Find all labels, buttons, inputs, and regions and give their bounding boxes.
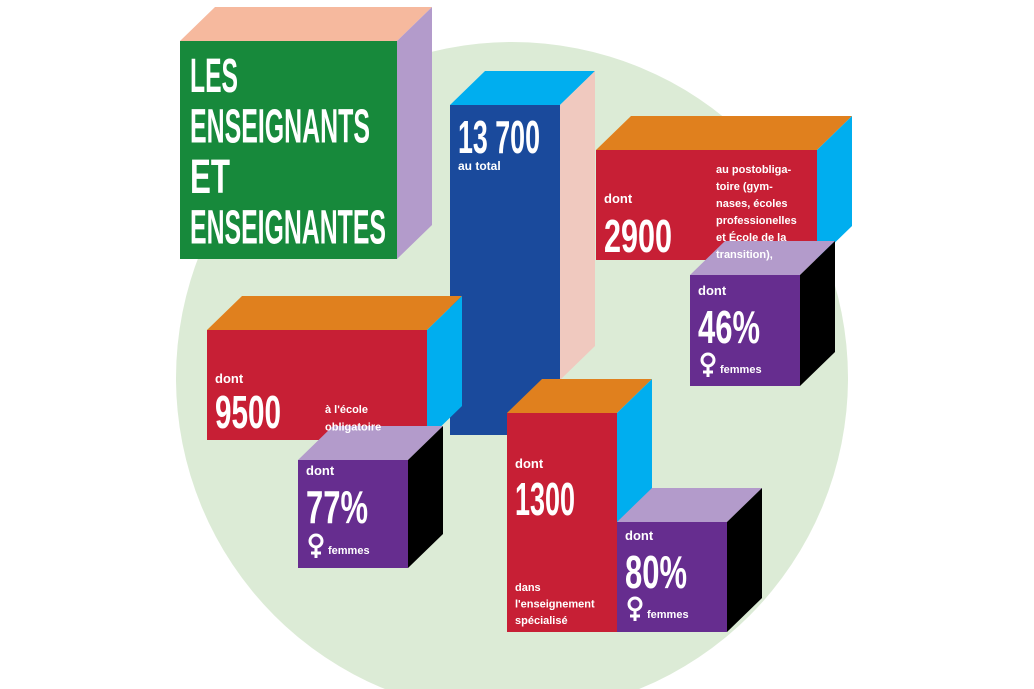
women-prefix: dont [625, 528, 654, 543]
title-line: ENSEIGNANTES [190, 202, 386, 255]
women-share: 80% [625, 546, 687, 598]
total-label: au total [458, 159, 501, 173]
women-80-side [727, 488, 762, 632]
women-label: femmes [720, 364, 762, 376]
group-1300-side [617, 379, 652, 523]
group-description: à l'école [325, 404, 368, 416]
women-77-top [298, 426, 443, 460]
group-description: spécialisé [515, 615, 568, 627]
women-46-side [800, 241, 835, 386]
title-block-front [180, 41, 397, 259]
women-share: 77% [306, 481, 368, 533]
group-description: toire (gym- [716, 181, 773, 193]
group-2900-side [817, 116, 852, 260]
women-label: femmes [328, 545, 370, 557]
group-description: et École de la [716, 231, 787, 244]
group-description: nases, écoles [716, 198, 788, 210]
group-description: l'enseignement [515, 599, 595, 611]
title-block-side [397, 7, 432, 259]
group-prefix: dont [604, 191, 633, 206]
group-1300-top [507, 379, 652, 413]
women-label: femmes [647, 609, 689, 621]
group-9500-front [207, 330, 427, 440]
group-number: 2900 [604, 210, 672, 262]
group-prefix: dont [515, 456, 544, 471]
group-2900-top [596, 116, 852, 150]
title-block-top [180, 7, 432, 41]
women-46-top [690, 241, 835, 275]
group-description: transition), [716, 249, 773, 261]
group-number: 9500 [215, 386, 281, 438]
group-description: au postobliga- [716, 164, 792, 176]
total-number: 13 700 [458, 111, 540, 163]
total-column-side [560, 71, 595, 380]
women-80-top [617, 488, 762, 522]
women-77-side [408, 426, 443, 568]
group-description: dans [515, 582, 541, 594]
women-share: 46% [698, 301, 760, 353]
women-prefix: dont [698, 283, 727, 298]
women-prefix: dont [306, 463, 335, 478]
group-description: obligatoire [325, 422, 381, 434]
group-9500-top [207, 296, 462, 330]
title-line: ENSEIGNANTS [190, 101, 370, 154]
group-description: professionelles [716, 215, 797, 227]
title-line: ET [190, 151, 230, 204]
title-line: LES [190, 50, 238, 103]
group-prefix: dont [215, 371, 244, 386]
group-1300-front [507, 413, 617, 632]
group-number: 1300 [515, 473, 575, 525]
total-column-top [450, 71, 595, 105]
group-9500-side [427, 296, 462, 440]
